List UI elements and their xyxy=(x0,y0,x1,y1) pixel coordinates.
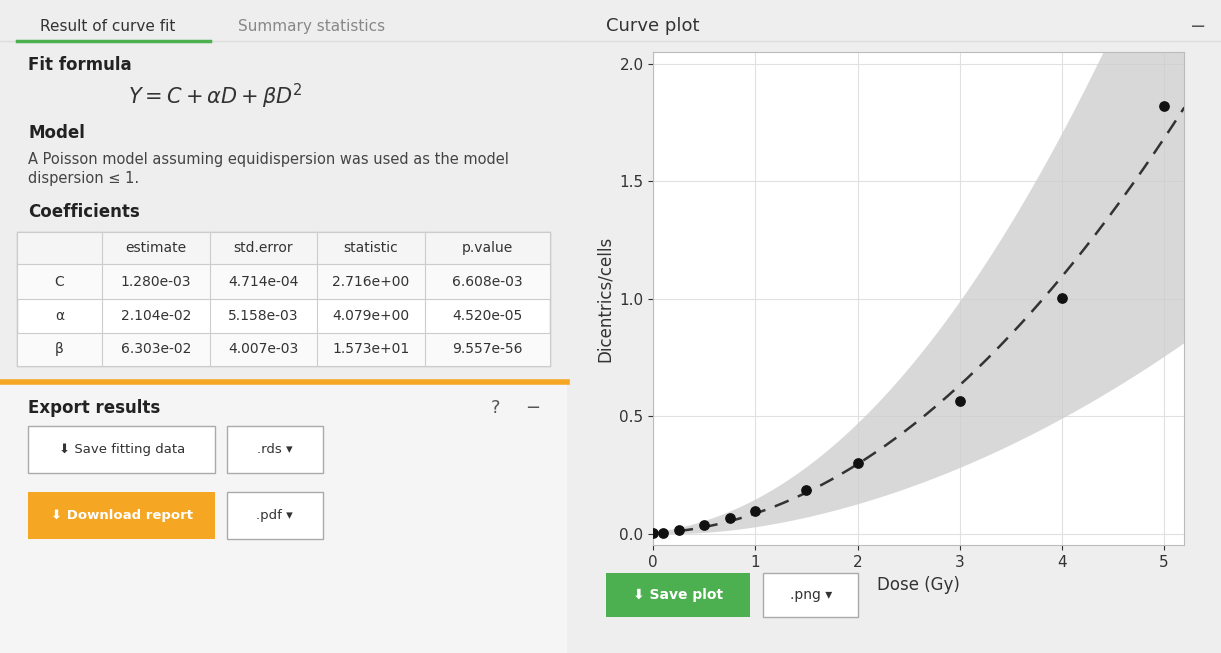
Point xyxy=(950,396,969,406)
Text: statistic: statistic xyxy=(343,241,398,255)
X-axis label: Dose (Gy): Dose (Gy) xyxy=(878,575,960,594)
Text: 4.714e-04: 4.714e-04 xyxy=(228,275,299,289)
Point xyxy=(653,528,673,538)
FancyBboxPatch shape xyxy=(763,573,858,617)
Text: Curve plot: Curve plot xyxy=(606,17,700,35)
Text: estimate: estimate xyxy=(126,241,187,255)
Text: 6.608e-03: 6.608e-03 xyxy=(452,275,523,289)
Text: Fit formula: Fit formula xyxy=(28,56,132,74)
Text: 1.573e+01: 1.573e+01 xyxy=(332,342,410,357)
Text: Summary statistics: Summary statistics xyxy=(238,19,385,33)
Text: .rds ▾: .rds ▾ xyxy=(256,443,293,456)
Text: Model: Model xyxy=(28,123,85,142)
Text: 9.557e-56: 9.557e-56 xyxy=(452,342,523,357)
Point xyxy=(669,525,689,535)
Text: .png ▾: .png ▾ xyxy=(790,588,832,602)
Text: Export results: Export results xyxy=(28,399,161,417)
Text: −: − xyxy=(525,399,540,417)
Bar xyxy=(17,232,549,264)
Text: .pdf ▾: .pdf ▾ xyxy=(256,509,293,522)
Text: ⬇ Save plot: ⬇ Save plot xyxy=(632,588,723,602)
Text: ?: ? xyxy=(491,399,501,417)
Text: p.value: p.value xyxy=(462,241,513,255)
Y-axis label: Dicentrics/cells: Dicentrics/cells xyxy=(596,236,614,362)
Text: ⬇ Download report: ⬇ Download report xyxy=(51,509,193,522)
Point xyxy=(1154,101,1173,112)
Text: dispersion ≤ 1.: dispersion ≤ 1. xyxy=(28,172,139,186)
Text: 4.520e-05: 4.520e-05 xyxy=(452,309,523,323)
Point xyxy=(847,458,867,468)
Bar xyxy=(0,382,567,653)
Bar xyxy=(17,264,549,299)
Text: 2.716e+00: 2.716e+00 xyxy=(332,275,410,289)
Text: $Y = C + \alpha D + \beta D^2$: $Y = C + \alpha D + \beta D^2$ xyxy=(128,82,303,111)
Text: C: C xyxy=(55,275,65,289)
Text: 4.007e-03: 4.007e-03 xyxy=(228,342,299,357)
Text: 1.280e-03: 1.280e-03 xyxy=(121,275,190,289)
FancyBboxPatch shape xyxy=(227,426,322,473)
Text: Result of curve fit: Result of curve fit xyxy=(39,19,175,33)
Point xyxy=(643,528,663,539)
Text: β: β xyxy=(55,342,63,357)
Text: −: − xyxy=(1190,16,1206,36)
Point xyxy=(720,513,740,524)
FancyBboxPatch shape xyxy=(28,492,215,539)
Point xyxy=(695,519,714,530)
Bar xyxy=(17,333,549,366)
Point xyxy=(1053,293,1072,303)
Text: 6.303e-02: 6.303e-02 xyxy=(121,342,190,357)
Point xyxy=(796,485,816,496)
Text: A Poisson model assuming equidispersion was used as the model: A Poisson model assuming equidispersion … xyxy=(28,152,509,167)
Text: Coefficients: Coefficients xyxy=(28,203,140,221)
FancyBboxPatch shape xyxy=(17,232,549,366)
Text: 2.104e-02: 2.104e-02 xyxy=(121,309,190,323)
FancyBboxPatch shape xyxy=(227,492,322,539)
Text: 4.079e+00: 4.079e+00 xyxy=(332,309,410,323)
FancyBboxPatch shape xyxy=(28,426,215,473)
Text: std.error: std.error xyxy=(233,241,293,255)
Point xyxy=(746,506,766,517)
Text: 5.158e-03: 5.158e-03 xyxy=(228,309,299,323)
FancyBboxPatch shape xyxy=(606,573,750,617)
Text: ⬇ Save fitting data: ⬇ Save fitting data xyxy=(59,443,184,456)
Text: α: α xyxy=(55,309,63,323)
